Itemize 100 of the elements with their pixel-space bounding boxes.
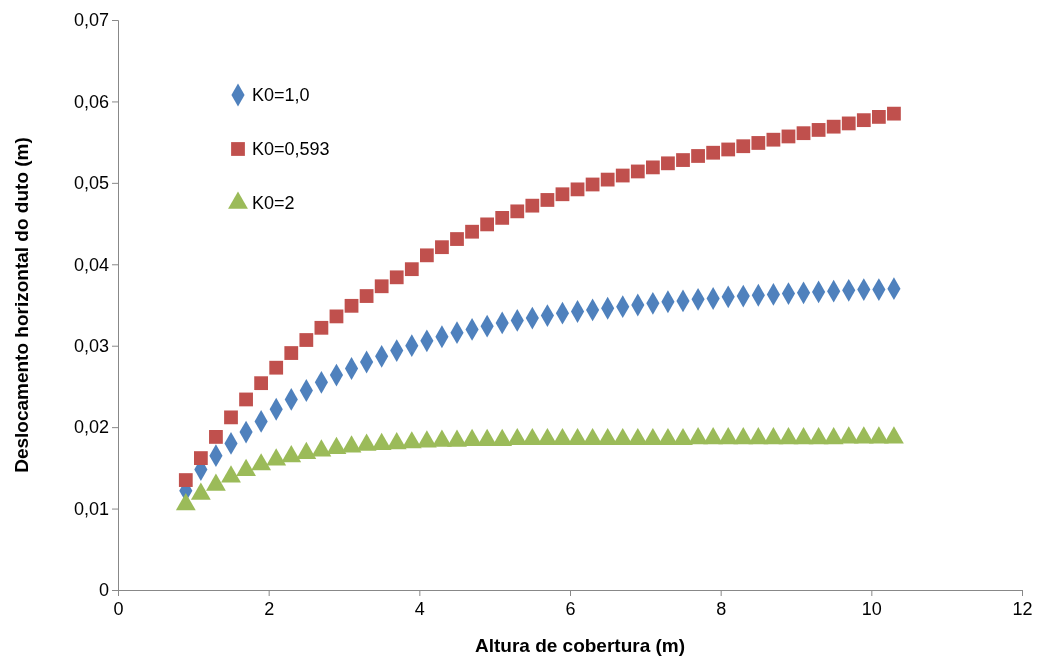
point xyxy=(269,360,284,375)
point xyxy=(356,433,377,451)
legend-label: K0=2 xyxy=(252,193,295,214)
point xyxy=(627,427,648,446)
point xyxy=(796,126,811,141)
point xyxy=(793,427,814,445)
point xyxy=(856,113,871,128)
point xyxy=(450,232,464,246)
point xyxy=(838,426,859,444)
point xyxy=(721,142,736,157)
point xyxy=(401,431,422,449)
point xyxy=(492,428,513,446)
x-tick-label: 8 xyxy=(716,599,727,620)
point xyxy=(525,198,540,213)
y-axis-title: Deslocamento horizontal do duto (m) xyxy=(11,137,32,473)
point xyxy=(570,182,585,197)
point xyxy=(552,427,573,446)
x-tick-label: 2 xyxy=(264,599,275,620)
point xyxy=(658,427,678,446)
point xyxy=(221,465,241,483)
x-tick-label: 0 xyxy=(113,599,124,620)
point xyxy=(673,427,693,446)
point xyxy=(718,427,739,445)
point xyxy=(435,240,449,255)
point xyxy=(507,427,528,446)
point xyxy=(266,448,287,466)
point xyxy=(284,346,299,360)
point xyxy=(386,431,407,450)
point xyxy=(823,427,844,445)
y-tick-label: 0,05 xyxy=(73,173,109,194)
point xyxy=(691,149,705,163)
x-tick-label: 6 xyxy=(565,599,576,620)
point xyxy=(416,430,437,448)
point xyxy=(432,429,452,447)
point xyxy=(206,473,226,491)
point xyxy=(841,116,856,131)
point xyxy=(314,320,329,335)
y-tick-label: 0,01 xyxy=(73,498,109,519)
point xyxy=(688,427,708,445)
point xyxy=(615,168,630,183)
x-axis-title: Altura de cobertura (m) xyxy=(474,635,686,656)
point xyxy=(389,270,404,285)
y-tick-label: 0,07 xyxy=(73,10,109,31)
point xyxy=(811,123,826,137)
point xyxy=(190,482,211,500)
point xyxy=(480,217,495,232)
point xyxy=(419,248,434,263)
point xyxy=(736,139,751,154)
point xyxy=(630,164,645,179)
point xyxy=(766,132,781,147)
point xyxy=(239,392,253,407)
x-tick-label: 12 xyxy=(1012,599,1033,620)
point xyxy=(299,333,314,347)
y-tick-label: 0,06 xyxy=(73,91,109,112)
point xyxy=(597,427,618,446)
point xyxy=(254,376,269,391)
point xyxy=(808,427,829,445)
point xyxy=(359,289,374,303)
point xyxy=(404,262,419,277)
point xyxy=(853,426,874,444)
point xyxy=(642,427,663,446)
point xyxy=(582,427,603,446)
point xyxy=(612,427,633,446)
point xyxy=(600,172,615,187)
point xyxy=(555,187,570,202)
point xyxy=(540,193,555,207)
point xyxy=(510,204,525,219)
point xyxy=(868,426,889,444)
point xyxy=(733,427,754,445)
point xyxy=(311,439,332,457)
x-tick-label: 10 xyxy=(861,599,882,620)
y-tick-label: 0,04 xyxy=(73,254,109,275)
point xyxy=(296,441,317,459)
point xyxy=(326,436,347,455)
point xyxy=(374,279,389,294)
point xyxy=(462,428,482,446)
point xyxy=(871,110,886,124)
point xyxy=(567,427,588,446)
point xyxy=(751,136,766,150)
point xyxy=(522,427,543,446)
point xyxy=(341,435,362,453)
point xyxy=(465,224,479,239)
legend-label: K0=0,593 xyxy=(252,139,330,160)
point xyxy=(763,427,784,445)
point xyxy=(748,427,769,445)
point xyxy=(281,445,302,463)
point xyxy=(224,410,238,425)
point xyxy=(495,210,510,225)
point xyxy=(447,429,467,447)
point xyxy=(884,426,904,444)
point xyxy=(175,493,196,511)
point xyxy=(661,156,675,171)
point xyxy=(236,458,256,477)
point xyxy=(537,427,558,446)
y-tick-label: 0,02 xyxy=(73,417,109,438)
point xyxy=(371,432,392,450)
point xyxy=(344,298,359,313)
point xyxy=(887,106,901,121)
y-tick-label: 0 xyxy=(98,580,109,601)
legend-label: K0=1,0 xyxy=(252,85,310,106)
